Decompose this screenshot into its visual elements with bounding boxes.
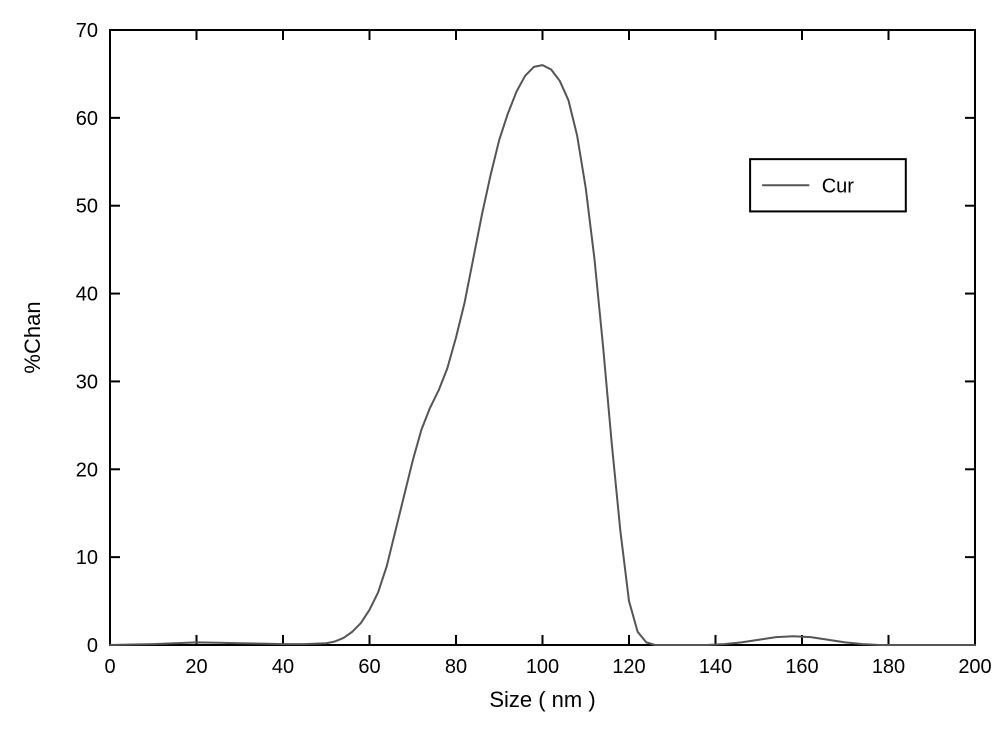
chart-svg: 0 20 40 60 80 100 120 140 160 180 200 0 10 20 30 40 50 60… [0, 0, 1000, 741]
x-tick-label: 180 [872, 656, 905, 678]
x-tick-label: 60 [358, 656, 380, 678]
y-tick-label: 10 [76, 547, 98, 569]
x-tick-label: 100 [526, 656, 559, 678]
y-tick-label: 30 [76, 371, 98, 393]
y-tick-label: 40 [76, 284, 98, 306]
x-tick-label: 160 [785, 656, 818, 678]
y-tick-label: 50 [76, 196, 98, 218]
legend-label: Cur [822, 175, 855, 197]
x-tick-label: 0 [104, 656, 115, 678]
y-axis-label: %Chan [20, 301, 45, 373]
y-tick-label: 70 [76, 20, 98, 42]
x-axis-label: Size ( nm ) [489, 687, 595, 712]
x-tick-label: 80 [445, 656, 467, 678]
x-tick-label: 140 [699, 656, 732, 678]
y-tick-label: 0 [87, 635, 98, 657]
x-tick-label: 40 [272, 656, 294, 678]
y-tick-label: 20 [76, 459, 98, 481]
x-tick-label: 120 [612, 656, 645, 678]
x-tick-label: 200 [958, 656, 991, 678]
y-tick-label: 60 [76, 108, 98, 130]
x-tick-label: 20 [185, 656, 207, 678]
size-distribution-chart: 0 20 40 60 80 100 120 140 160 180 200 0 10 20 30 40 50 60… [0, 0, 1000, 741]
